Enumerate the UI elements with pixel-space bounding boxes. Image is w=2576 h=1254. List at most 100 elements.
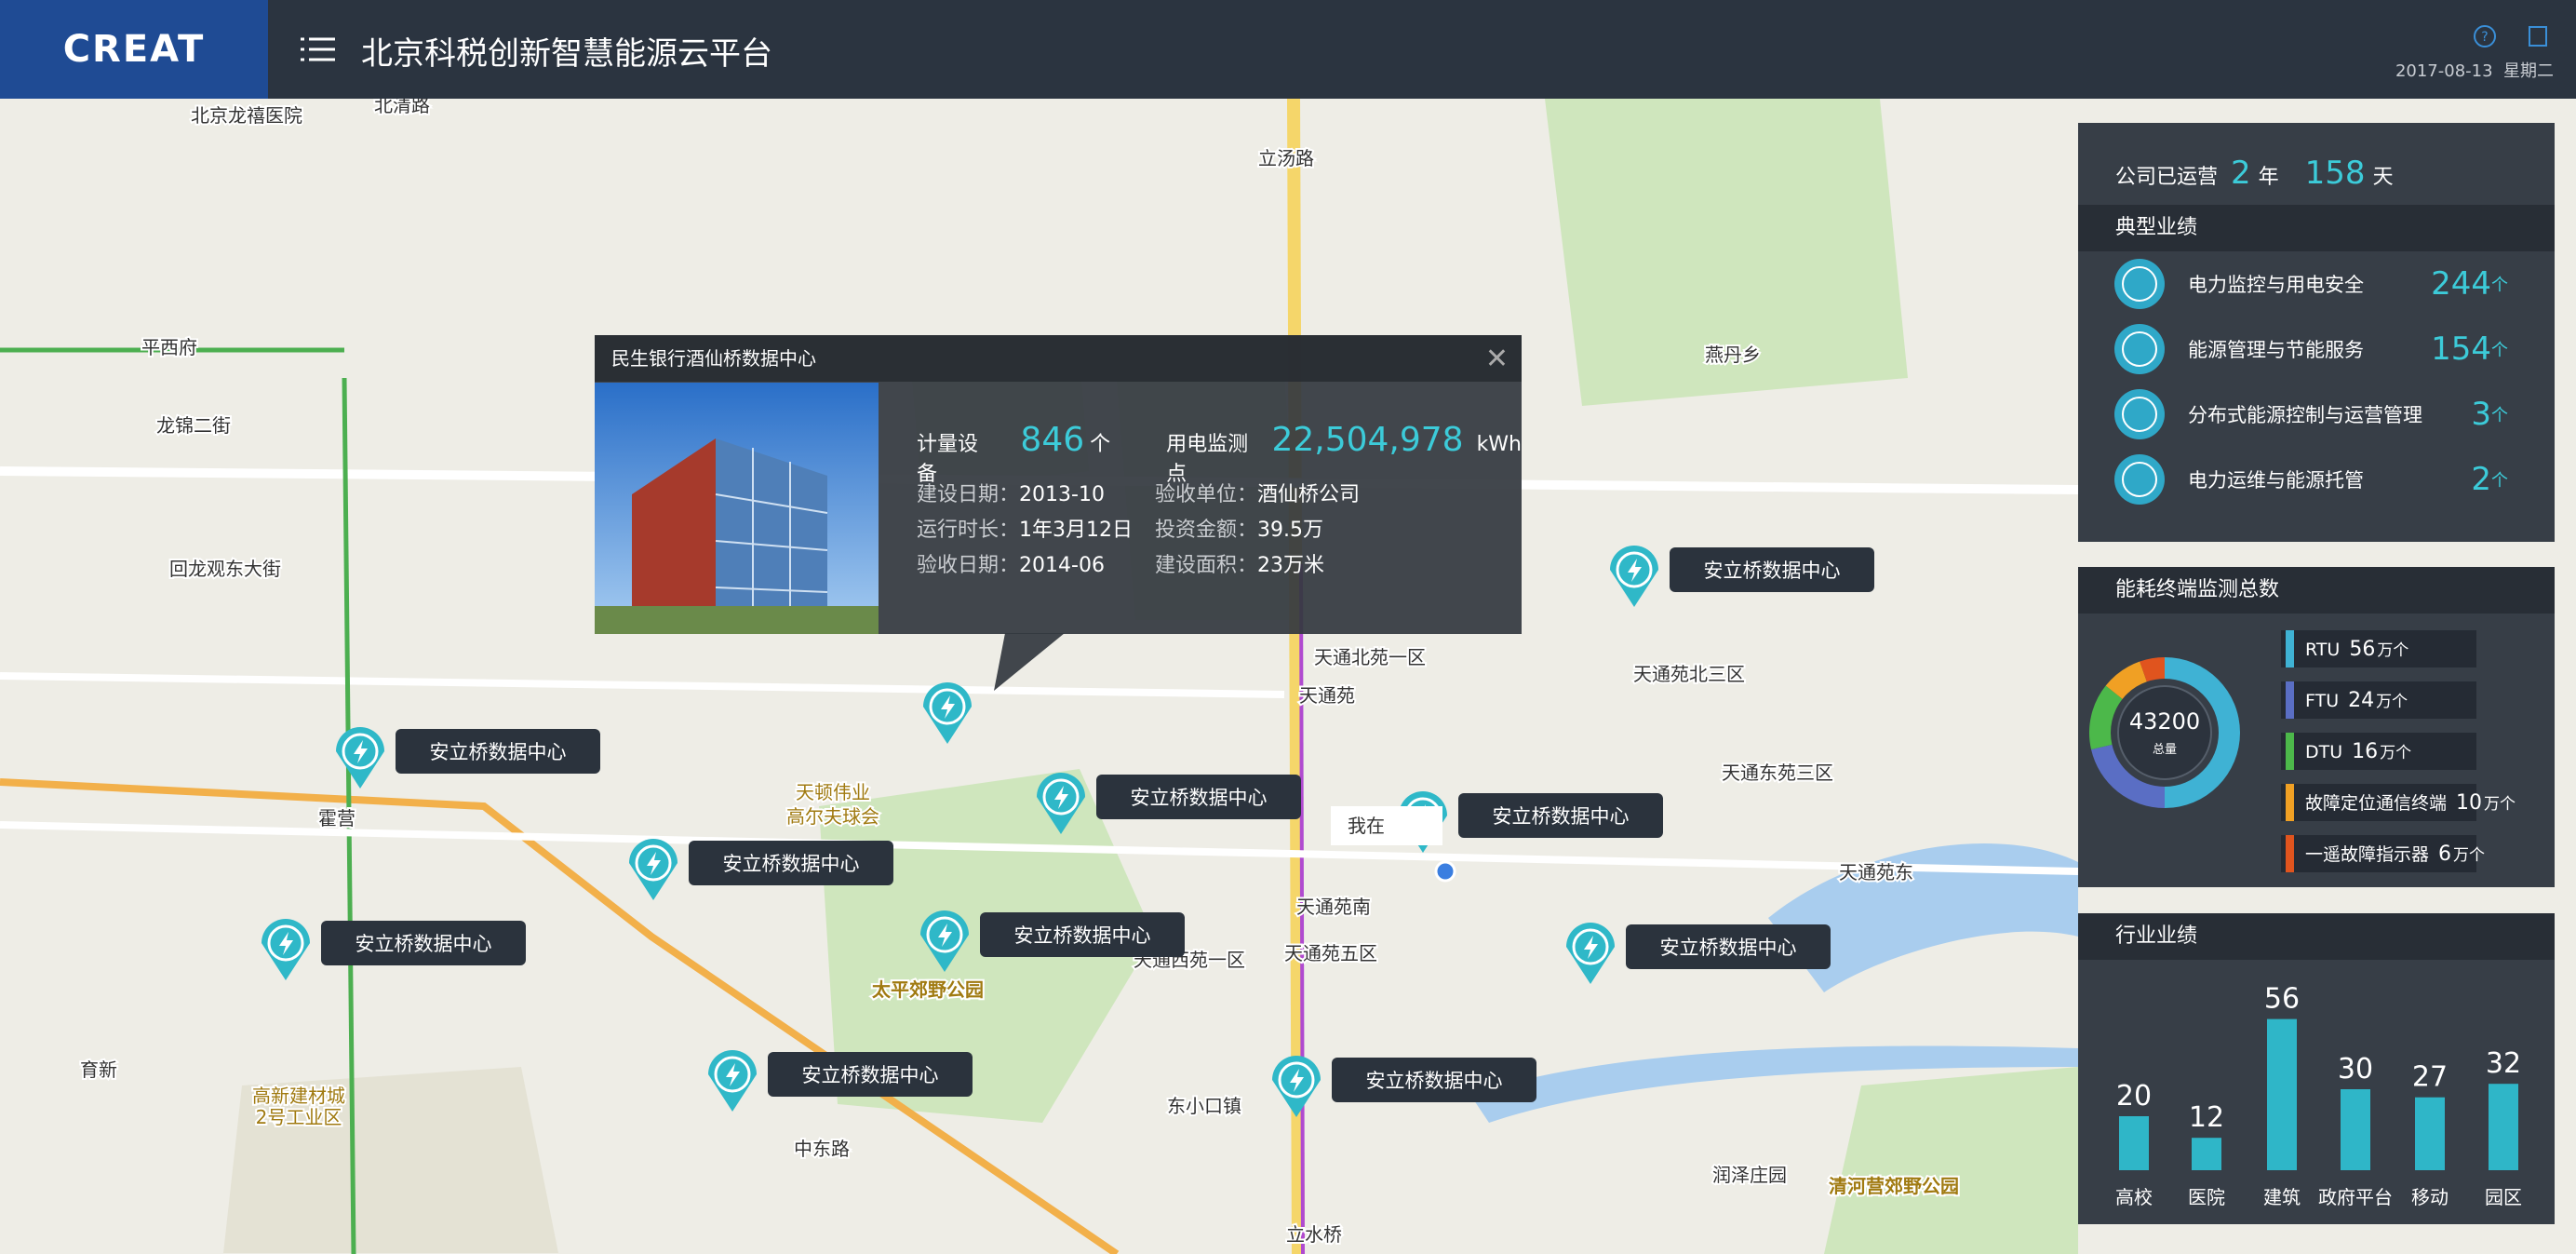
legend-name: FTU — [2305, 691, 2339, 711]
location-dot — [1434, 860, 1456, 883]
icon-circle — [2114, 454, 2165, 505]
legend-name: DTU — [2305, 742, 2342, 762]
marker-label[interactable]: 安立桥数据中心 — [1131, 787, 1268, 809]
x-tick-label: 医院 — [2188, 1186, 2225, 1208]
detail-cell: 验收单位：酒仙桥公司 — [1155, 478, 1462, 507]
legend-swatch — [2286, 835, 2294, 872]
menu-icon[interactable] — [300, 35, 337, 63]
marker-label[interactable]: 安立桥数据中心 — [802, 1064, 939, 1086]
legend-swatch — [2286, 784, 2294, 821]
detail-row: 验收日期：2014-06 建设面积：23万米 — [917, 546, 1494, 581]
bar-value: 32 — [2486, 1047, 2521, 1080]
bar-value: 30 — [2338, 1053, 2373, 1085]
map-label: 立水桥 — [1286, 1223, 1342, 1246]
map-label: 北京龙禧医院 — [191, 104, 302, 127]
stat-value: 846 — [1020, 421, 1085, 459]
marker-label[interactable]: 安立桥数据中心 — [1366, 1070, 1503, 1092]
map-label: 育新 — [80, 1058, 117, 1081]
map-label: 天通苑北三区 — [1633, 663, 1745, 685]
pin-bolt — [726, 1063, 740, 1086]
marker-label[interactable]: 安立桥数据中心 — [723, 853, 860, 875]
marker-label[interactable]: 安立桥数据中心 — [1493, 805, 1630, 828]
map-label: 天通西苑一区 — [1134, 949, 1245, 971]
pin-bolt — [647, 852, 661, 875]
marker-label[interactable]: 安立桥数据中心 — [1014, 924, 1151, 947]
marker-label-box — [1458, 793, 1663, 838]
marker-label-box — [321, 921, 526, 965]
marker-label-box — [396, 729, 600, 774]
header-icons[interactable]: ? — [2472, 22, 2556, 50]
donut-total: 43200 — [2129, 708, 2200, 735]
x-tick-label: 园区 — [2485, 1186, 2522, 1208]
days: 158 — [2304, 155, 2366, 192]
donut-segment — [2089, 685, 2123, 750]
legend-unit: 万个 — [2377, 641, 2408, 660]
map-label: 天顿伟业 — [796, 781, 870, 803]
pin-center — [926, 916, 963, 953]
stat-label: 计量设备 — [917, 433, 979, 486]
donut-inner — [2117, 685, 2212, 780]
item-name: 能源管理与节能服务 — [2188, 339, 2364, 361]
item-unit: 个 — [2491, 471, 2508, 491]
map-label: 东小口镇 — [1167, 1095, 1241, 1117]
marker-label-box — [768, 1052, 973, 1097]
marker-label-box — [1626, 924, 1831, 969]
building-photo — [595, 383, 879, 634]
bar — [2341, 1089, 2370, 1170]
marker-label[interactable]: 安立桥数据中心 — [430, 741, 567, 763]
detail-value: 1年3月12日 — [1019, 519, 1134, 542]
detail-value: 2013-10 — [1019, 483, 1105, 506]
year-unit: 年 — [2258, 166, 2279, 189]
legend-name: RTU — [2305, 640, 2340, 660]
marker-label-box — [980, 912, 1185, 957]
icon-circle — [2114, 389, 2165, 439]
map-label: 天通苑南 — [1296, 896, 1371, 918]
item-value: 3 — [2471, 396, 2491, 433]
water — [1470, 843, 2078, 1123]
logo[interactable]: CREAT — [0, 0, 268, 99]
marker-label[interactable]: 安立桥数据中心 — [356, 933, 492, 955]
map-label: 平西府 — [141, 336, 197, 358]
bar — [2192, 1138, 2221, 1170]
detail-row: 建设日期：2013-10 验收单位：酒仙桥公司 — [917, 475, 1494, 510]
pin-center — [342, 733, 379, 770]
icon-circle — [2114, 324, 2165, 374]
detail-label: 投资金额： — [1155, 519, 1258, 542]
marker-label-box — [689, 841, 893, 885]
item-icon — [2114, 454, 2165, 505]
panel-title: 典型业绩 — [2078, 205, 2555, 251]
item-name: 电力监控与用电安全 — [2188, 274, 2364, 296]
map-label: 2号工业区 — [256, 1106, 342, 1128]
date: 2017-08-13 星期二 — [2395, 58, 2554, 82]
map-label: 高新建材城 — [252, 1085, 345, 1107]
pin-center — [1572, 928, 1609, 965]
marker-label[interactable]: 安立桥数据中心 — [1704, 560, 1841, 582]
pin-center — [635, 844, 672, 882]
legend-box — [2281, 835, 2476, 872]
map-label: 天通苑五区 — [1284, 942, 1377, 964]
marker-label-box — [1670, 547, 1874, 592]
item-value: 154 — [2431, 330, 2491, 368]
map-label: 润泽庄园 — [1712, 1164, 1787, 1186]
marker-label[interactable]: 安立桥数据中心 — [1660, 937, 1797, 959]
x-tick-label: 高校 — [2115, 1186, 2153, 1208]
detail-value: 23万米 — [1257, 554, 1325, 577]
map-label: 霍营 — [318, 807, 356, 829]
map-label: 太平郊野公园 — [872, 978, 984, 1001]
item-icon — [2114, 324, 2165, 374]
map-label: 燕丹乡 — [1705, 344, 1761, 366]
typical-item: 分布式能源控制与运营管理 3 个 — [2078, 382, 2555, 447]
pin-center — [1042, 778, 1080, 816]
icon-circle — [2114, 259, 2165, 309]
industry-panel: 行业业绩 20 高校 12 医院 56 建筑 30 政府平台 27 移动 32 园区 — [2078, 913, 2555, 1224]
panel-title: 能耗终端监测总数 — [2078, 567, 2555, 614]
pin-bolt — [1628, 559, 1642, 582]
legend-unit: 万个 — [2453, 846, 2485, 865]
pin-bolt — [1290, 1069, 1304, 1092]
close-button[interactable]: ✕ — [1484, 343, 1509, 375]
map-areas — [223, 99, 2078, 1254]
legend-value: 56 — [2349, 638, 2375, 661]
map-label: 龙锦二街 — [156, 414, 231, 437]
legend-swatch — [2286, 681, 2294, 719]
